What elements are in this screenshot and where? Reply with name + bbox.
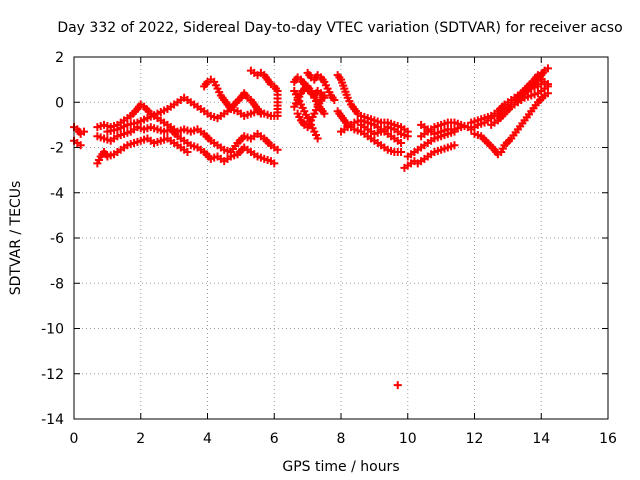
data-point	[270, 159, 279, 168]
data-point	[543, 82, 552, 91]
data-point	[183, 148, 192, 157]
plot-frame	[73, 56, 609, 420]
data-point	[543, 64, 552, 73]
x-tick-label: 12	[466, 431, 484, 447]
chart-title: Day 332 of 2022, Sidereal Day-to-day VTE…	[57, 20, 622, 36]
data-point	[397, 148, 406, 157]
data-point	[393, 381, 402, 390]
data-points	[70, 64, 552, 390]
x-tick-label: 8	[337, 431, 346, 447]
y-tick-label: 2	[55, 50, 64, 66]
y-tick-label: -6	[50, 231, 64, 247]
y-tick-label: -14	[41, 412, 64, 428]
y-tick-label: -4	[50, 186, 64, 202]
x-tick-label: 10	[399, 431, 417, 447]
y-tick-label: -10	[41, 322, 64, 338]
data-point	[273, 145, 282, 154]
x-tick-label: 14	[532, 431, 550, 447]
x-tick-labels: 0 2 4 6 8 10 12 14 16	[70, 431, 617, 447]
data-point	[256, 109, 265, 118]
data-point	[313, 134, 322, 143]
data-point	[330, 95, 339, 104]
y-axis-label: SDTVAR / TECUs	[8, 181, 24, 296]
data-point	[80, 127, 89, 136]
data-point	[537, 75, 546, 84]
data-point	[320, 109, 329, 118]
x-tick-label: 4	[203, 431, 212, 447]
x-axis-label: GPS time / hours	[282, 459, 399, 475]
data-point	[403, 132, 412, 141]
y-tick-labels: -14 -12 -10 -8 -6 -4 -2 0 2	[41, 50, 64, 428]
y-tick-label: -8	[50, 276, 64, 292]
y-tick-label: 0	[55, 95, 64, 111]
x-tick-label: 2	[136, 431, 145, 447]
data-point	[450, 141, 459, 150]
x-tick-label: 0	[70, 431, 79, 447]
data-point	[320, 91, 329, 100]
data-point	[273, 111, 282, 120]
x-tick-label: 6	[270, 431, 279, 447]
data-point	[543, 89, 552, 98]
y-tick-label: -12	[41, 367, 64, 383]
data-point	[397, 138, 406, 147]
y-tick-label: -2	[50, 141, 64, 157]
data-point	[76, 141, 85, 150]
data-point	[457, 123, 466, 132]
x-tick-label: 16	[599, 431, 617, 447]
